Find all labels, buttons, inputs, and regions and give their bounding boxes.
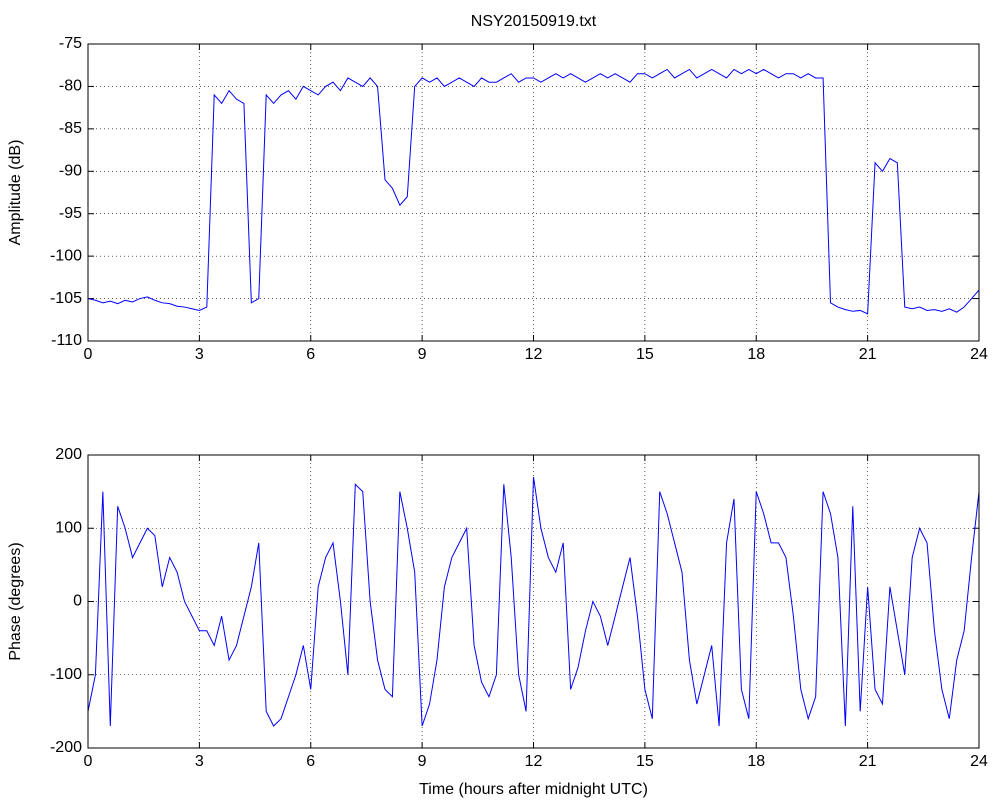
axes-box: [87, 454, 980, 749]
y-tick-label: -75: [59, 35, 82, 52]
y-tick-label: -105: [50, 290, 82, 307]
x-tick-label: 21: [859, 346, 877, 363]
y-tick-label: -85: [59, 120, 82, 137]
y-axis-label: Amplitude (dB): [7, 140, 24, 246]
x-axis-label: Time (hours after midnight UTC): [419, 781, 648, 798]
x-tick-label: 24: [970, 346, 988, 363]
y-tick-label: -100: [50, 666, 82, 683]
x-tick-label: 18: [747, 346, 765, 363]
x-tick-label: 3: [195, 753, 204, 770]
x-tick-label: 9: [418, 753, 427, 770]
x-tick-label: 0: [84, 346, 93, 363]
y-tick-label: -80: [59, 78, 82, 95]
y-axis-label: Phase (degrees): [7, 542, 24, 660]
x-tick-label: 15: [636, 346, 654, 363]
x-tick-label: 18: [747, 753, 765, 770]
y-tick-label: -95: [59, 205, 82, 222]
y-tick-label: 200: [55, 446, 82, 463]
x-tick-label: 12: [525, 346, 543, 363]
data-line: [87, 68, 980, 315]
axes-box: [87, 43, 980, 342]
x-tick-label: 6: [306, 346, 315, 363]
plot-area: [88, 455, 979, 748]
y-tick-label: 0: [73, 593, 82, 610]
x-tick-label: 3: [195, 346, 204, 363]
x-tick-label: 12: [525, 753, 543, 770]
chart-title: NSY20150919.txt: [471, 13, 597, 30]
y-tick-label: -200: [50, 739, 82, 756]
y-tick-label: -110: [51, 332, 82, 349]
x-tick-label: 21: [859, 753, 877, 770]
y-tick-label: 100: [55, 519, 82, 536]
y-tick-label: -100: [50, 247, 82, 264]
y-tick-label: -90: [59, 163, 82, 180]
x-tick-label: 9: [418, 346, 427, 363]
x-tick-label: 24: [970, 753, 988, 770]
data-line: [87, 476, 980, 727]
x-tick-label: 15: [636, 753, 654, 770]
x-tick-label: 0: [84, 753, 93, 770]
x-tick-label: 6: [306, 753, 315, 770]
